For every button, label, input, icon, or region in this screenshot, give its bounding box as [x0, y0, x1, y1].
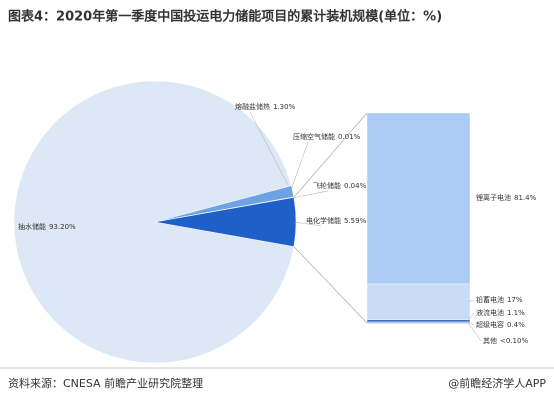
leader-line [293, 221, 322, 227]
leader-line [467, 312, 475, 321]
chart-title: 图表4：2020年第一季度中国投运电力储能项目的累计装机规模(单位：%) [8, 9, 442, 25]
credit: @前瞻经济学人APP [448, 376, 546, 390]
pie-value-label: 5.59% [344, 217, 367, 225]
bar-label: 铅蓄电池 [476, 295, 504, 304]
pie-value-label: 0.01% [338, 133, 361, 141]
pie-slice [13, 80, 295, 364]
bar-segment [366, 112, 471, 285]
bar-label: 超级电容 [476, 320, 504, 329]
bar-value-label: <0.10% [500, 337, 528, 345]
connector [293, 112, 368, 198]
bar-label: 其他 [483, 336, 497, 345]
leader-line [467, 322, 475, 326]
pie-value-label: 0.04% [344, 182, 367, 190]
leader-line [249, 111, 289, 186]
bar-segment [366, 283, 471, 320]
bar-segment [366, 319, 471, 323]
bar-label: 液流电池 [476, 308, 504, 317]
pie-label: 飞轮储能 [313, 181, 341, 190]
leader-line [467, 322, 482, 342]
pie-label: 抽水储能 [18, 222, 46, 231]
connector [293, 246, 368, 324]
bar-value-label: 17% [507, 296, 523, 304]
bar-value-label: 81.4% [514, 194, 537, 202]
bar-value-label: 0.4% [507, 321, 525, 329]
pie-value-label: 93.20% [49, 223, 76, 231]
source: 资料来源：CNESA 前瞻产业研究院整理 [8, 376, 203, 390]
pie-label: 压缩空气储能 [293, 132, 335, 141]
pie-value-label: 1.30% [273, 103, 296, 111]
bar-value-label: 1.1% [507, 309, 525, 317]
bar-label: 锂离子电池 [476, 193, 511, 202]
pie-label: 电化学储能 [306, 216, 341, 225]
leader-line [290, 141, 309, 191]
pie-label: 熔融盐储热 [235, 102, 270, 111]
leader-line [291, 190, 329, 199]
leader-line [467, 299, 475, 303]
